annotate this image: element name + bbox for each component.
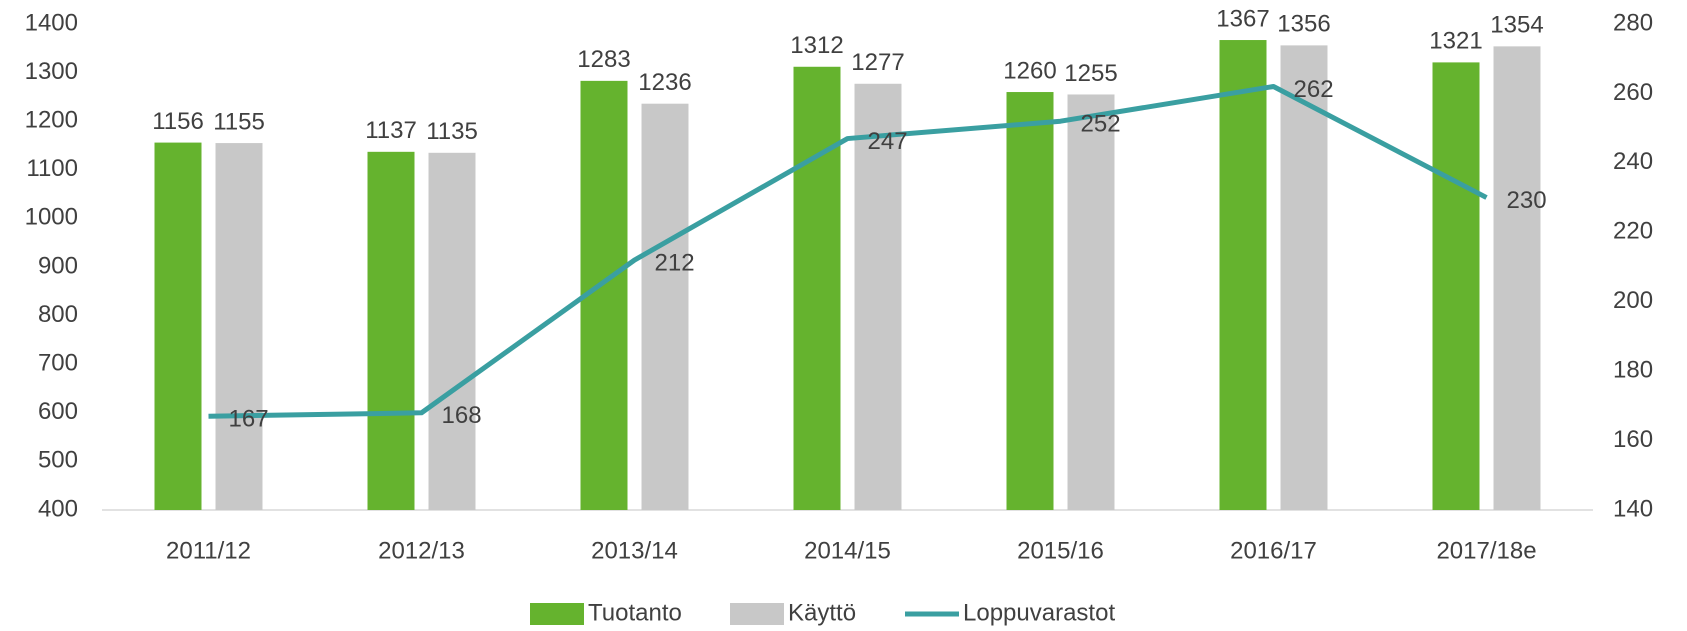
data-label: 1137: [365, 117, 417, 144]
legend-label: Käyttö: [788, 599, 856, 626]
data-label: 1135: [426, 118, 478, 145]
data-label: 1321: [1429, 28, 1482, 55]
data-label: 1255: [1064, 60, 1117, 87]
x-tick-label: 2014/15: [804, 537, 891, 564]
bar: [215, 143, 263, 510]
bar: [1280, 45, 1328, 510]
data-label: 230: [1507, 187, 1547, 214]
data-label: 252: [1081, 111, 1121, 138]
x-tick-label: 2017/18e: [1436, 537, 1536, 564]
legend-swatch: [730, 603, 784, 625]
data-label: 1260: [1003, 57, 1056, 84]
data-label: 168: [442, 402, 482, 429]
y2-tick-label: 140: [1613, 495, 1653, 522]
x-tick-label: 2011/12: [166, 537, 251, 564]
y-tick-label: 900: [38, 252, 78, 279]
data-label: 1354: [1490, 12, 1543, 39]
data-label: 167: [229, 406, 269, 433]
legend-swatch: [530, 603, 584, 625]
y-tick-label: 1200: [25, 107, 78, 134]
x-tick-label: 2012/13: [378, 537, 465, 564]
y-tick-label: 400: [38, 495, 78, 522]
bar: [367, 151, 415, 510]
data-label: 1277: [851, 49, 904, 76]
bar: [1067, 94, 1115, 510]
bar: [854, 83, 902, 510]
y2-tick-label: 260: [1613, 79, 1653, 106]
bar: [1006, 92, 1054, 510]
y2-tick-label: 200: [1613, 287, 1653, 314]
data-label: 212: [655, 249, 695, 276]
bar: [641, 103, 689, 510]
bar: [1493, 46, 1541, 511]
y-tick-label: 700: [38, 350, 78, 377]
data-label: 1156: [152, 108, 204, 135]
y-tick-label: 1100: [26, 155, 78, 182]
bar: [428, 152, 476, 511]
y-tick-label: 600: [38, 398, 78, 425]
line: [208, 83, 1488, 419]
y2-tick-label: 160: [1613, 426, 1653, 453]
bar: [1432, 62, 1480, 510]
legend-label: Tuotanto: [588, 599, 682, 626]
x-tick-label: 2015/16: [1017, 537, 1104, 564]
data-label: 1155: [213, 108, 265, 135]
data-label: 247: [868, 128, 908, 155]
data-label: 1356: [1277, 11, 1330, 38]
y-tick-label: 1400: [25, 9, 78, 36]
bar: [793, 66, 841, 510]
y-tick-label: 1000: [25, 204, 78, 231]
legend-label: Loppuvarastot: [963, 599, 1115, 626]
x-tick-label: 2013/14: [591, 537, 678, 564]
data-label: 1236: [638, 69, 691, 96]
bar: [154, 142, 202, 511]
data-label: 1312: [790, 32, 843, 59]
bar: [1219, 40, 1267, 511]
y2-tick-label: 280: [1613, 9, 1653, 36]
data-label: 262: [1294, 76, 1334, 103]
y2-tick-label: 240: [1613, 148, 1653, 175]
y2-tick-label: 180: [1613, 356, 1653, 383]
y-tick-label: 1300: [25, 58, 78, 85]
y-tick-label: 800: [38, 301, 78, 328]
x-tick-label: 2016/17: [1230, 537, 1317, 564]
data-label: 1283: [577, 46, 630, 73]
y-tick-label: 500: [38, 447, 78, 474]
data-label: 1367: [1216, 5, 1269, 32]
y2-tick-label: 220: [1613, 218, 1653, 245]
